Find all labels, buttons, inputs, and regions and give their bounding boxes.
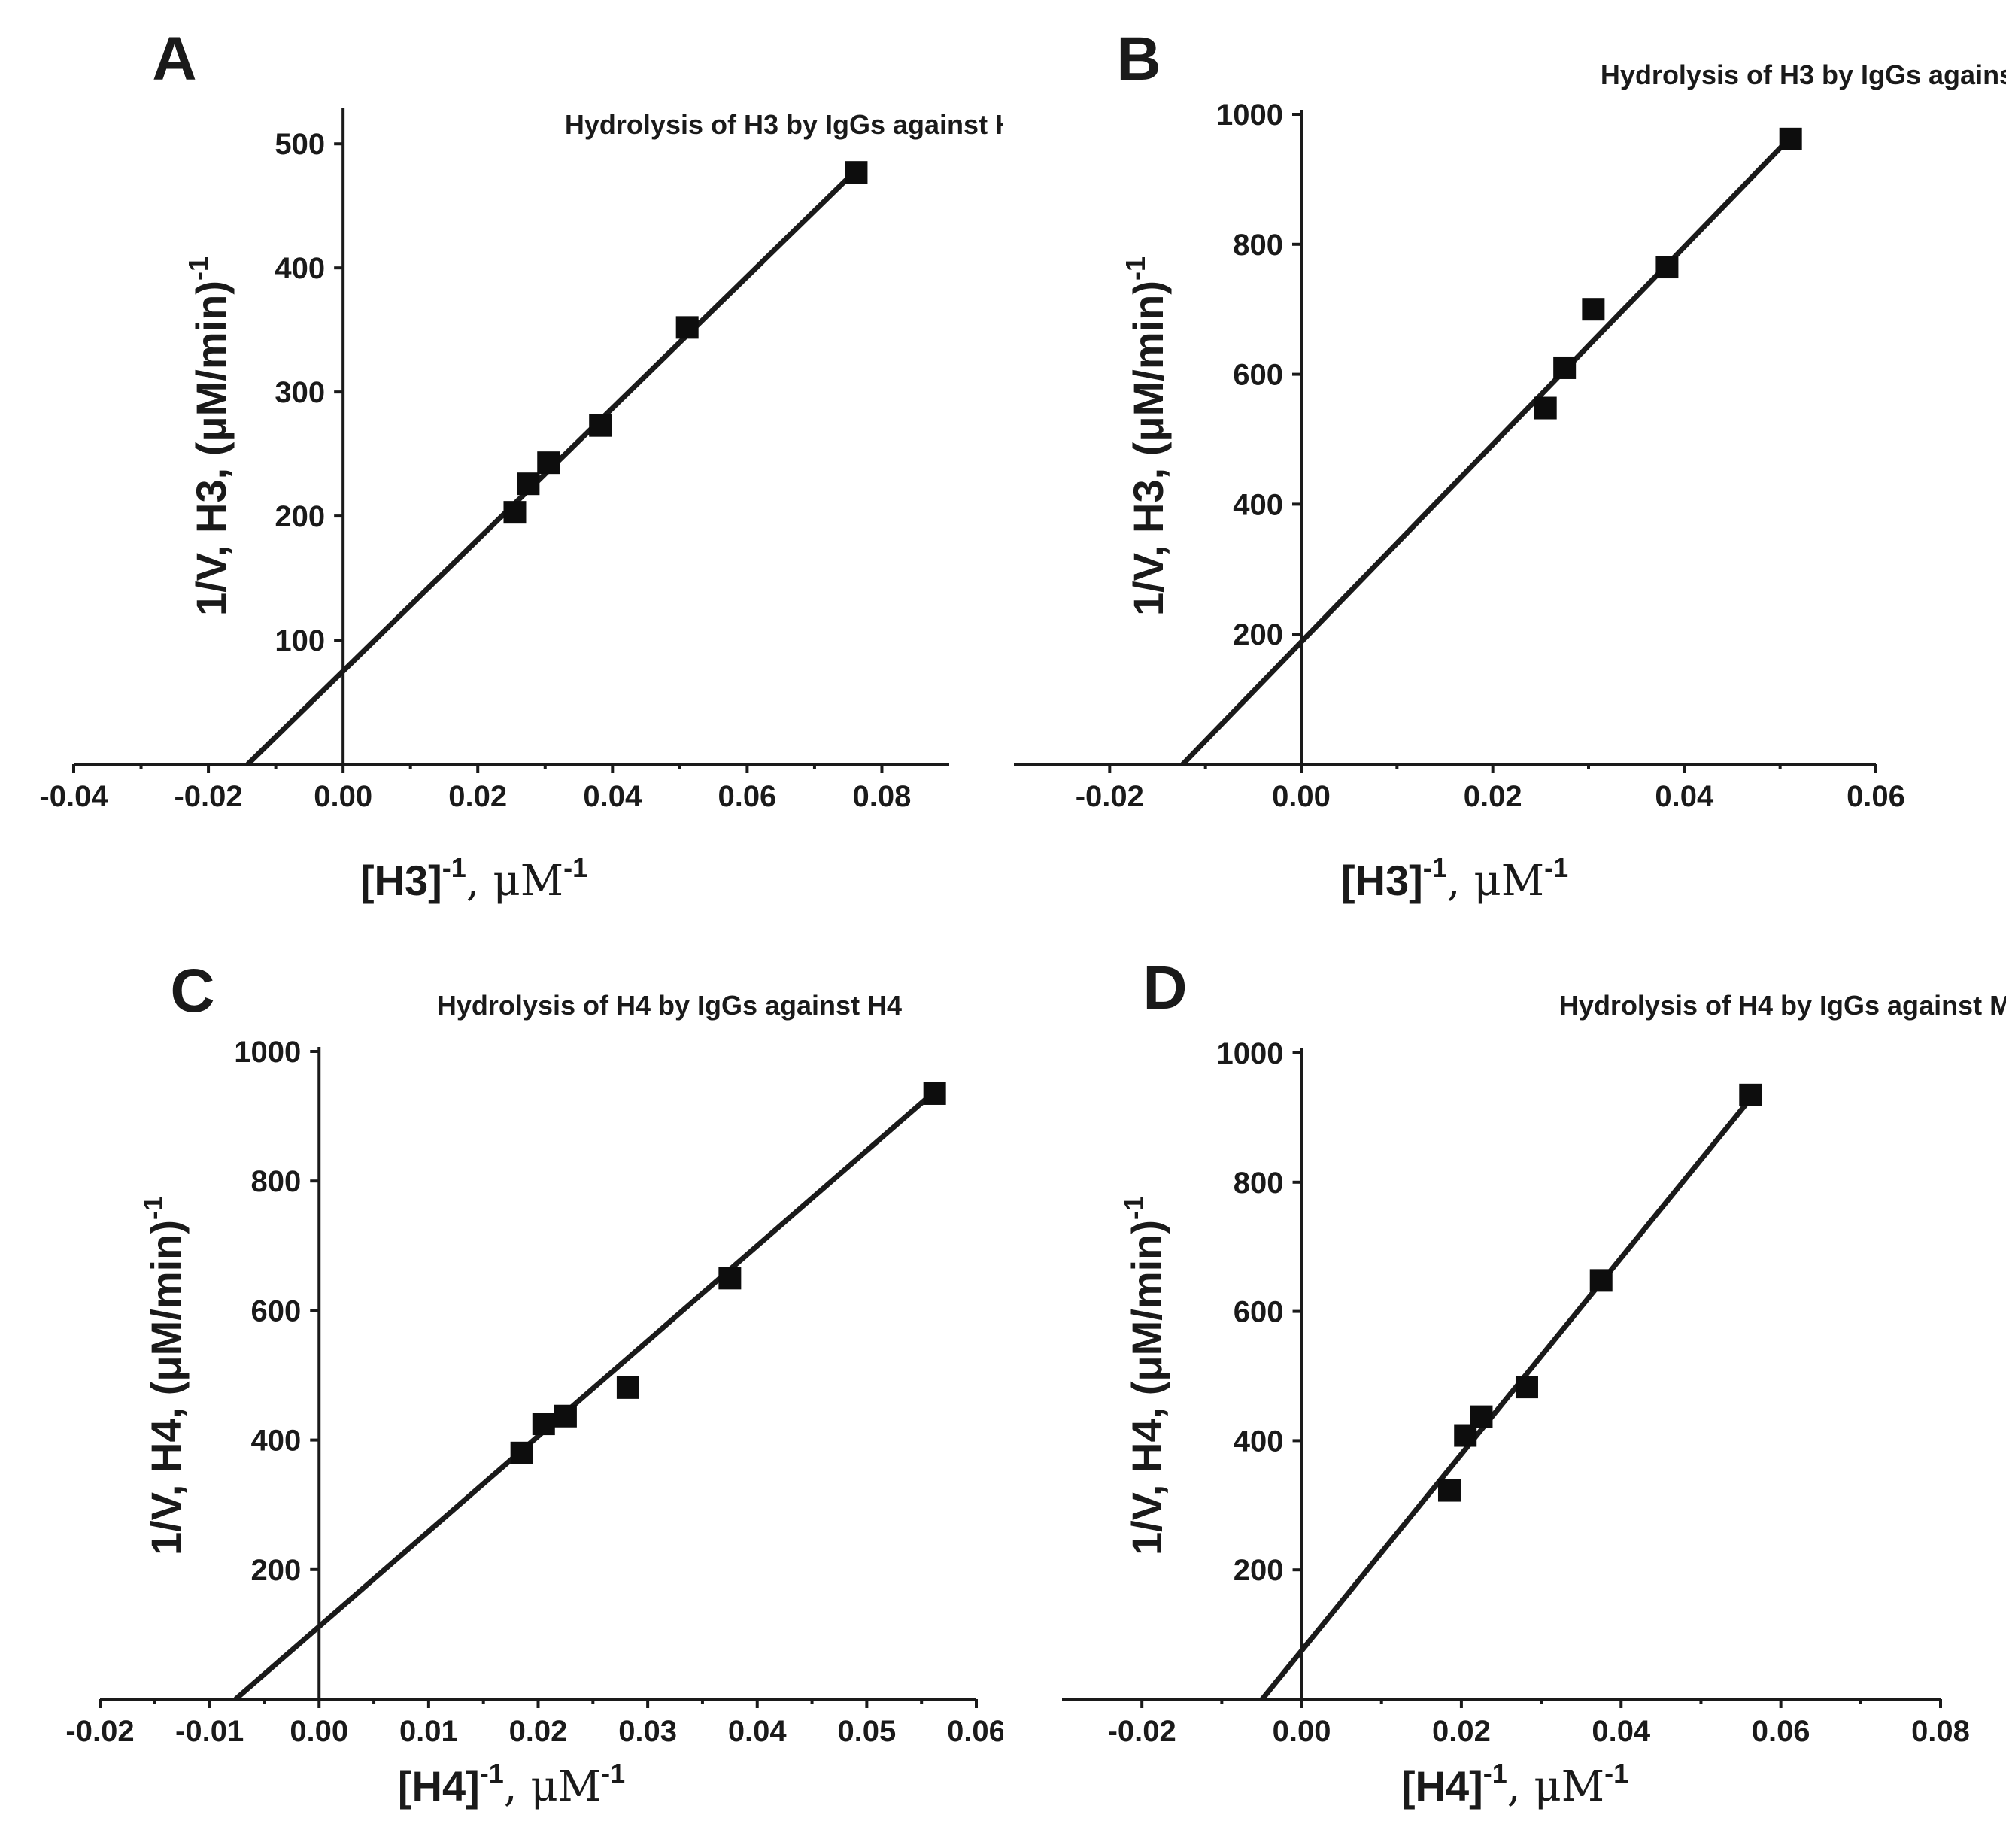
x-tick-label: -0.01 — [175, 1715, 244, 1748]
data-point — [1437, 1479, 1461, 1502]
x-tick-label: -0.02 — [1108, 1715, 1176, 1748]
x-tick-label: 0.06 — [947, 1715, 1003, 1748]
x-tick-label: 0.06 — [1752, 1715, 1810, 1748]
x-tick-label: 0.06 — [718, 780, 776, 813]
chart-title: Hydrolysis of H4 by IgGs against H4 — [437, 990, 902, 1021]
y-axis-title: 1/V, H3, (μM/min)-1 — [183, 256, 235, 616]
data-point — [1779, 127, 1802, 150]
panel-letter: A — [152, 25, 196, 93]
x-axis-title: [H3]-1, μM-1 — [360, 852, 587, 906]
x-tick-label: 0.04 — [1592, 1715, 1651, 1748]
chart-title: Hydrolysis of H3 by IgGs against MBP — [1601, 59, 2006, 90]
x-tick-label: 0.00 — [1273, 1715, 1331, 1748]
x-tick-label: 0.00 — [290, 1715, 348, 1748]
x-tick-label: -0.02 — [1076, 780, 1144, 813]
x-tick-label: 0.06 — [1847, 780, 1905, 813]
data-point — [1589, 1269, 1613, 1292]
y-tick-label: 100 — [275, 624, 325, 657]
y-tick-label: 500 — [275, 128, 325, 161]
y-tick-label: 600 — [251, 1294, 302, 1328]
data-point — [718, 1267, 742, 1290]
y-axis-title: 1/V, H3, (μM/min)-1 — [1120, 256, 1172, 616]
data-point — [589, 414, 612, 437]
fit-line — [1180, 130, 1798, 766]
fit-line — [234, 1085, 942, 1701]
x-tick-label: 0.00 — [314, 780, 372, 813]
x-tick-label: 0.02 — [509, 1715, 568, 1748]
x-tick-label: 0.03 — [618, 1715, 677, 1748]
chart-d-svg: D Hydrolysis of H4 by IgGs against MBP -0.… — [1062, 954, 2006, 1811]
x-tick-label: 0.02 — [448, 780, 507, 813]
data-point — [616, 1376, 639, 1399]
chart-panel-c: C Hydrolysis of H4 by IgGs against H4 -0.0… — [0, 924, 1003, 1848]
y-tick-label: 300 — [275, 376, 325, 409]
y-tick-label: 1000 — [1216, 99, 1283, 132]
y-tick-label: 200 — [275, 500, 325, 533]
x-tick-label: 0.04 — [1655, 780, 1714, 813]
y-tick-label: 600 — [1233, 359, 1283, 392]
y-tick-label: 200 — [251, 1554, 302, 1587]
panel-letter: B — [1116, 25, 1161, 93]
chart-panel-d: D Hydrolysis of H4 by IgGs against MBP -0.… — [1003, 924, 2006, 1848]
x-tick-label: 0.02 — [1432, 1715, 1491, 1748]
data-point — [1553, 356, 1577, 379]
chart-panel-a: A Hydrolysis of H3 by IgGs against H3 -0.0… — [0, 0, 1003, 924]
panel-letter: D — [1143, 954, 1187, 1022]
data-point — [517, 472, 540, 496]
x-tick-label: 0.02 — [1464, 780, 1522, 813]
chart-c-svg: C Hydrolysis of H4 by IgGs against H4 -0.0… — [65, 957, 1003, 1811]
data-point — [532, 1413, 555, 1436]
data-point — [554, 1404, 577, 1428]
chart-a-svg: A Hydrolysis of H3 by IgGs against H3 -0.0… — [39, 25, 1003, 906]
chart-title: Hydrolysis of H3 by IgGs against H3 — [565, 109, 1003, 140]
y-tick-label: 600 — [1234, 1296, 1284, 1329]
y-tick-label: 400 — [275, 252, 325, 285]
y-tick-label: 400 — [1234, 1425, 1284, 1458]
y-tick-label: 400 — [1233, 488, 1283, 521]
data-point — [675, 316, 699, 339]
data-point — [1470, 1405, 1493, 1428]
x-tick-label: 0.04 — [728, 1715, 788, 1748]
y-axis-title: 1/V, H4, (μM/min)-1 — [138, 1196, 190, 1555]
x-tick-label: 0.08 — [1911, 1715, 1970, 1748]
data-point — [1582, 298, 1605, 321]
y-tick-label: 200 — [1234, 1554, 1284, 1587]
x-axis-title: [H3]-1, μM-1 — [1341, 852, 1568, 906]
x-tick-label: 0.08 — [853, 780, 912, 813]
y-axis-title: 1/V, H4, (μM/min)-1 — [1118, 1196, 1170, 1555]
y-tick-label: 800 — [1233, 229, 1283, 262]
data-point — [923, 1082, 946, 1105]
data-point — [537, 451, 560, 475]
fit-line — [1260, 1092, 1757, 1701]
data-point — [1655, 256, 1679, 279]
x-tick-label: 0.01 — [399, 1715, 458, 1748]
y-tick-label: 1000 — [234, 1036, 301, 1069]
x-tick-label: -0.02 — [65, 1715, 134, 1748]
chart-b-svg: B Hydrolysis of H3 by IgGs against MBP -0.… — [1014, 25, 2006, 906]
y-tick-label: 400 — [251, 1425, 302, 1458]
x-axis-title: [H4]-1, μM-1 — [1401, 1758, 1628, 1811]
data-point — [1534, 396, 1557, 420]
data-point — [845, 161, 868, 184]
data-point — [510, 1441, 533, 1464]
chart-title: Hydrolysis of H4 by IgGs against MBP — [1559, 990, 2006, 1021]
x-axis-title: [H4]-1, μM-1 — [398, 1758, 625, 1811]
y-tick-label: 200 — [1233, 618, 1283, 651]
y-tick-label: 800 — [1234, 1167, 1284, 1200]
data-point — [1739, 1083, 1762, 1106]
x-tick-label: 0.05 — [837, 1715, 896, 1748]
data-point — [503, 501, 527, 524]
panel-letter: C — [170, 957, 214, 1025]
chart-panel-b: B Hydrolysis of H3 by IgGs against MBP -0.… — [1003, 0, 2006, 924]
x-tick-label: 0.00 — [1272, 780, 1331, 813]
x-tick-label: -0.02 — [174, 780, 242, 813]
y-tick-label: 1000 — [1217, 1037, 1284, 1070]
x-tick-label: 0.04 — [583, 780, 642, 813]
data-point — [1515, 1376, 1538, 1399]
y-tick-label: 800 — [251, 1165, 302, 1198]
x-tick-label: -0.04 — [39, 780, 108, 813]
